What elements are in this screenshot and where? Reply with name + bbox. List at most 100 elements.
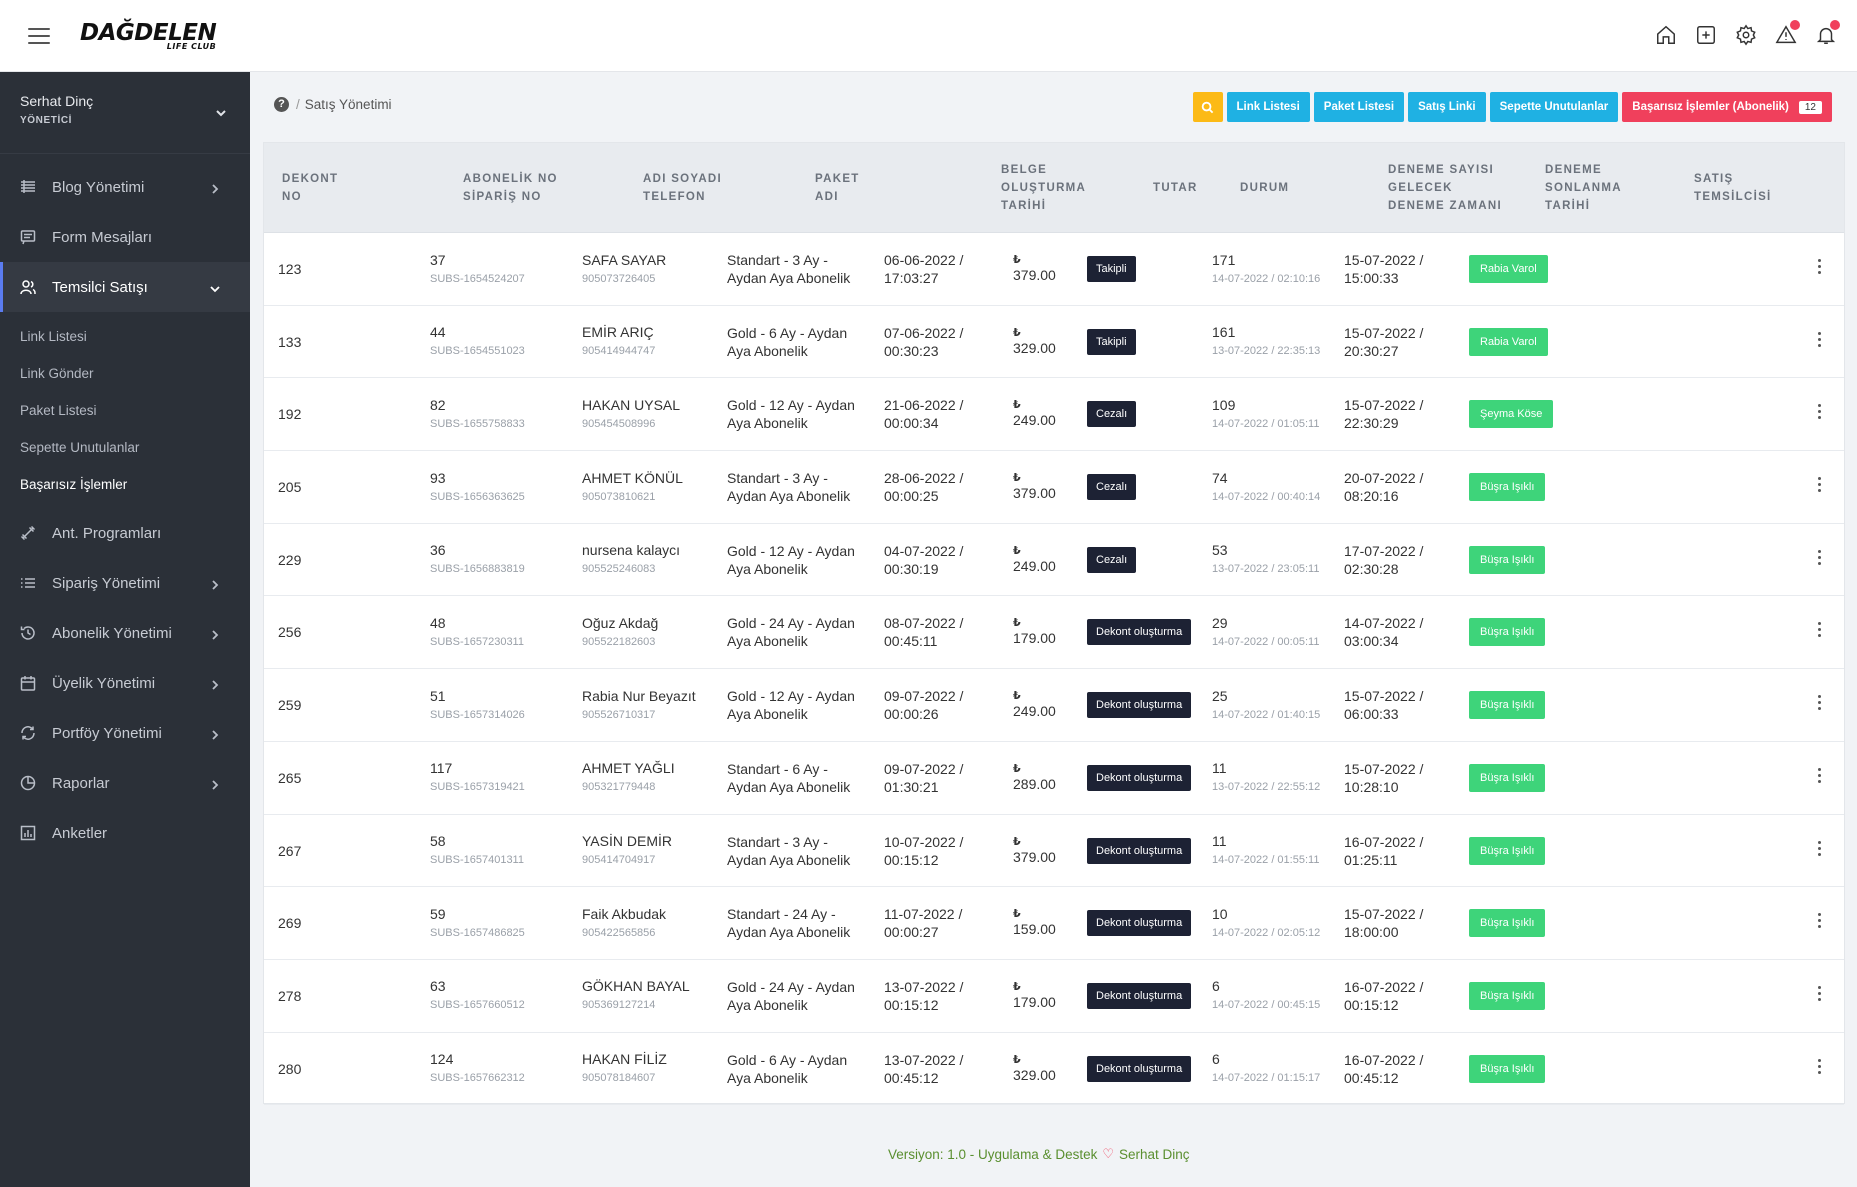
next-try-time: 14-07-2022 / 01:15:17 xyxy=(1212,1072,1321,1085)
sales-rep-badge[interactable]: Büşra Işıklı xyxy=(1469,618,1546,647)
col-header-try-end[interactable]: DENEME SONLANMA TARİHİ xyxy=(1545,164,1622,212)
help-icon[interactable]: ? xyxy=(274,97,289,112)
more-options-icon[interactable] xyxy=(1816,331,1822,350)
col-header-try-count[interactable]: DENEME SAYISI GELECEK DENEME ZAMANI xyxy=(1388,164,1503,212)
more-options-icon[interactable] xyxy=(1816,840,1822,859)
more-options-icon[interactable] xyxy=(1816,477,1822,495)
table-row[interactable]: 123 37 SUBS-1654524207 SAFA SAYAR 9050737264… xyxy=(264,233,1844,306)
sales-rep-badge[interactable]: Büşra Işıklı xyxy=(1469,763,1546,792)
col-header-package[interactable]: PAKET ADI xyxy=(815,173,860,203)
more-options-icon[interactable] xyxy=(1816,549,1822,568)
currency-symbol: ₺ xyxy=(1013,690,1021,703)
sales-rep-badge[interactable]: Rabia Varol xyxy=(1469,327,1548,356)
document-time: 00:00:27 xyxy=(884,924,939,941)
more-options-icon[interactable] xyxy=(1816,695,1822,713)
sales-rep-badge[interactable]: Şeyma Köse xyxy=(1469,400,1554,429)
cart-forgotten-button[interactable]: Sepette Unutulanlar xyxy=(1489,92,1619,122)
col-header-document-date[interactable]: BELGE OLUŞTURMA TARİHİ xyxy=(1001,164,1087,212)
sidebar-item-orders[interactable]: Sipariş Yönetimi xyxy=(0,558,250,608)
more-options-icon[interactable] xyxy=(1816,404,1822,422)
package-name-line1: Standart - 6 Ay - xyxy=(727,760,828,777)
sidebar-item-form-messages[interactable]: Form Mesajları xyxy=(0,212,250,262)
chevron-right-icon xyxy=(210,777,220,790)
home-icon[interactable] xyxy=(1655,24,1677,46)
more-options-icon[interactable] xyxy=(1816,1058,1822,1077)
sidebar-item-representative-sales[interactable]: Temsilci Satışı xyxy=(0,262,250,312)
col-header-sales-rep[interactable]: SATIŞ TEMSİLCİSİ xyxy=(1694,173,1772,203)
try-end-date: 15-07-2022 / xyxy=(1344,397,1424,414)
sales-rep-badge[interactable]: Büşra Işıklı xyxy=(1469,473,1546,502)
sales-rep-badge[interactable]: Büşra Işıklı xyxy=(1469,909,1546,938)
sales-rep-badge[interactable]: Büşra Işıklı xyxy=(1469,1054,1546,1083)
order-no: SUBS-1657230311 xyxy=(430,635,524,648)
top-bar: DAĞDELEN LIFE CLUB xyxy=(0,0,1857,72)
search-button[interactable] xyxy=(1192,92,1223,122)
sidebar-item-surveys[interactable]: Anketler xyxy=(0,808,250,858)
order-no: SUBS-1657660512 xyxy=(430,999,525,1012)
col-header-name[interactable]: ADI SOYADI TELEFON xyxy=(643,173,723,203)
sidebar-subitem-cart-forgotten[interactable]: Sepette Unutulanlar xyxy=(20,440,140,455)
more-options-icon[interactable] xyxy=(1816,622,1822,640)
table-row[interactable]: 280 124 SUBS-1657662312 HAKAN FİLİZ 90507818… xyxy=(264,1033,1844,1106)
package-list-button[interactable]: Paket Listesi xyxy=(1313,92,1405,122)
calendar-icon xyxy=(20,675,36,691)
sidebar-subitem-package-list[interactable]: Paket Listesi xyxy=(20,403,97,418)
logo[interactable]: DAĞDELEN LIFE CLUB xyxy=(80,22,217,52)
table-row[interactable]: 256 48 SUBS-1657230311 Oğuz Akdağ 9055221826… xyxy=(264,596,1844,670)
more-options-icon[interactable] xyxy=(1816,913,1822,931)
package-name-line2: Aydan Aya Abonelik xyxy=(727,924,851,941)
try-count: 29 xyxy=(1212,614,1228,631)
customer-name: HAKAN FİLİZ xyxy=(582,1051,667,1068)
sales-rep-badge[interactable]: Büşra Işıklı xyxy=(1469,836,1546,865)
plus-square-icon[interactable] xyxy=(1695,24,1717,46)
table-row[interactable]: 278 63 SUBS-1657660512 GÖKHAN BAYAL 90536912… xyxy=(264,960,1844,1033)
menu-toggle-icon[interactable] xyxy=(28,28,50,44)
warning-icon[interactable] xyxy=(1775,20,1800,46)
table-row[interactable]: 269 59 SUBS-1657486825 Faik Akbudak 90542256… xyxy=(264,887,1844,960)
col-header-subscription[interactable]: ABONELİK NO SİPARİŞ NO xyxy=(463,173,558,203)
order-no: SUBS-1656883819 xyxy=(430,563,525,576)
table-row[interactable]: 265 117 SUBS-1657319421 AHMET YAĞLI 90532177… xyxy=(264,742,1844,815)
table-row[interactable]: 267 58 SUBS-1657401311 YASİN DEMİR 905414704… xyxy=(264,815,1844,888)
table-row[interactable]: 229 36 SUBS-1656883819 nursena kalaycı 90552… xyxy=(264,524,1844,597)
sidebar-item-memberships[interactable]: Üyelik Yönetimi xyxy=(0,658,250,708)
sales-rep-badge[interactable]: Büşra Işıklı xyxy=(1469,981,1546,1010)
user-block[interactable]: Serhat Dinç YÖNETİCİ xyxy=(0,72,250,154)
footer-author[interactable]: Serhat Dinç xyxy=(1119,1146,1190,1162)
table-row[interactable]: 205 93 SUBS-1656363625 AHMET KÖNÜL 905073810… xyxy=(264,451,1844,524)
sidebar-item-training-programs[interactable]: Ant. Programları xyxy=(0,508,250,558)
customer-name: YASİN DEMİR xyxy=(582,833,672,849)
status-badge: Dekont oluşturma xyxy=(1087,692,1192,719)
table-row[interactable]: 259 51 SUBS-1657314026 Rabia Nur Beyazıt 905… xyxy=(264,669,1844,742)
sidebar-subitem-failed-transactions[interactable]: Başarısız İşlemler xyxy=(20,477,128,492)
col-header-amount[interactable]: TUTAR xyxy=(1153,182,1198,194)
sidebar-subitem-send-link[interactable]: Link Gönder xyxy=(20,366,94,381)
sidebar-item-portfolio[interactable]: Portföy Yönetimi xyxy=(0,708,250,758)
sidebar-item-blog[interactable]: Blog Yönetimi xyxy=(0,162,250,212)
heart-icon: ♡ xyxy=(1102,1146,1114,1161)
sales-rep-badge[interactable]: Büşra Işıklı xyxy=(1469,691,1546,720)
col-header-status[interactable]: DURUM xyxy=(1240,182,1290,194)
sales-link-button[interactable]: Satış Linki xyxy=(1408,92,1486,122)
col-header-dekont[interactable]: DEKONT NO xyxy=(282,173,339,203)
link-list-button[interactable]: Link Listesi xyxy=(1226,92,1310,122)
dekont-no: 265 xyxy=(278,769,302,786)
table-row[interactable]: 133 44 SUBS-1654551023 EMİR ARIÇ 90541494474… xyxy=(264,306,1844,379)
failed-transactions-button[interactable]: Başarısız İşlemler (Abonelik) 12 xyxy=(1622,92,1832,122)
chevron-down-icon[interactable] xyxy=(214,106,228,120)
sidebar-subitem-link-list[interactable]: Link Listesi xyxy=(20,329,87,344)
sales-rep-badge[interactable]: Büşra Işıklı xyxy=(1469,545,1546,574)
dekont-no: 123 xyxy=(278,261,302,277)
sidebar-item-subscriptions[interactable]: Abonelik Yönetimi xyxy=(0,608,250,658)
package-name-line2: Aya Abonelik xyxy=(727,1069,808,1086)
more-options-icon[interactable] xyxy=(1816,767,1822,786)
gear-icon[interactable] xyxy=(1735,24,1757,46)
sales-rep-badge[interactable]: Rabia Varol xyxy=(1469,255,1548,283)
customer-phone: 905454508996 xyxy=(582,417,656,430)
more-options-icon[interactable] xyxy=(1816,259,1822,277)
try-end-time: 06:00:33 xyxy=(1344,706,1399,723)
sidebar-item-reports[interactable]: Raporlar xyxy=(0,758,250,808)
bell-icon[interactable] xyxy=(1815,20,1840,46)
table-row[interactable]: 192 82 SUBS-1655758833 HAKAN UYSAL 905454508… xyxy=(264,378,1844,452)
more-options-icon[interactable] xyxy=(1816,985,1822,1004)
